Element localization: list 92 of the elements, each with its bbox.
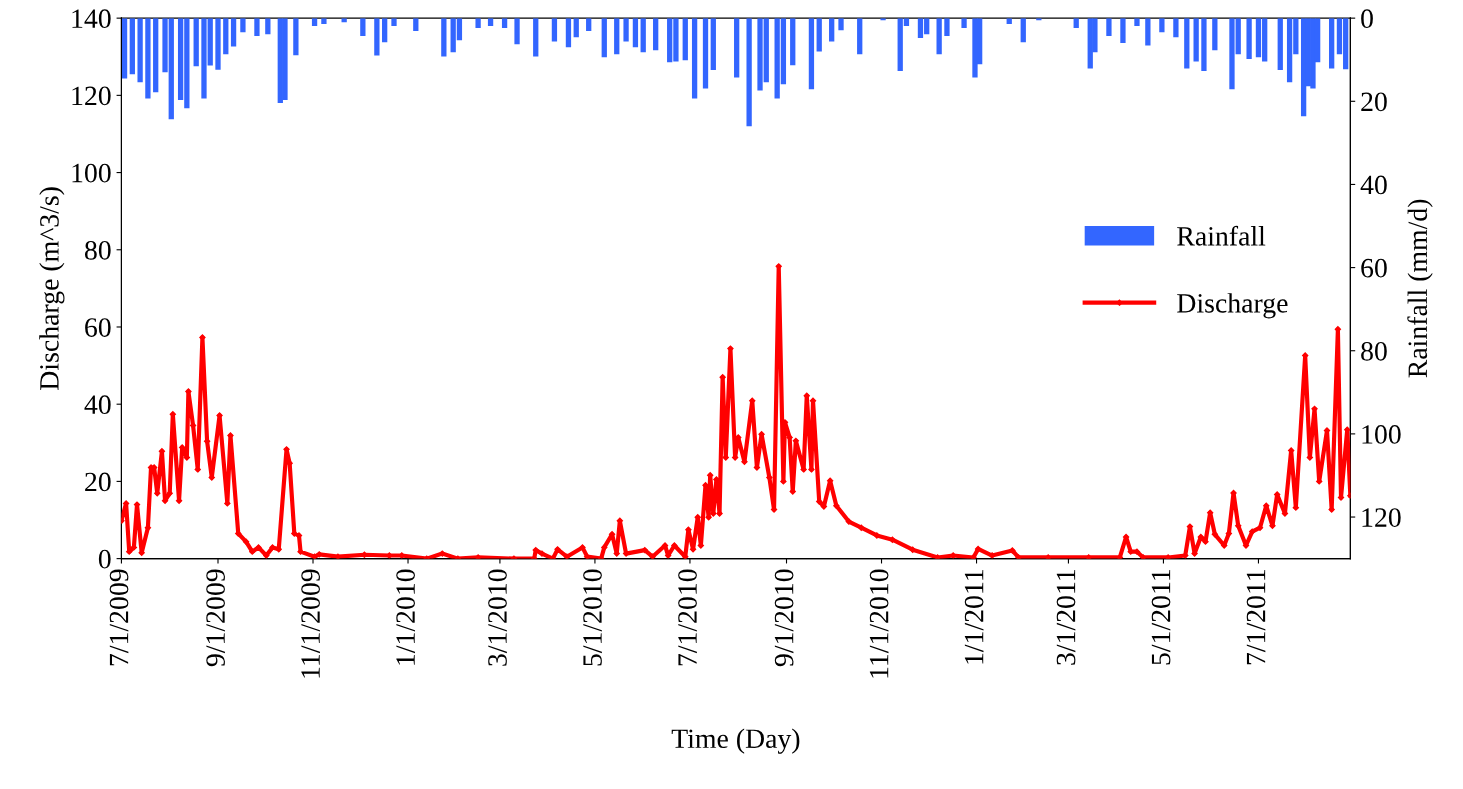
y2-axis-title: Rainfall (mm/d) bbox=[1407, 199, 1433, 378]
y-tick-label: 140 bbox=[72, 9, 111, 29]
bar bbox=[1193, 18, 1199, 62]
bar bbox=[254, 18, 260, 37]
bar bbox=[838, 18, 844, 31]
x-tick-label: 1/1/2010 bbox=[396, 569, 415, 665]
y-tick-label: 20 bbox=[85, 472, 111, 492]
bar bbox=[475, 18, 481, 29]
y-tick-label: 120 bbox=[72, 86, 111, 106]
bar bbox=[240, 18, 246, 33]
bar bbox=[374, 18, 380, 56]
y-tick-label: 100 bbox=[72, 163, 111, 183]
bar bbox=[129, 18, 135, 75]
y2-tick-label: 60 bbox=[1361, 258, 1387, 278]
y-tick-label: 0 bbox=[98, 549, 111, 569]
x-tick-label: 3/1/2011 bbox=[1056, 570, 1076, 665]
bar bbox=[514, 18, 520, 45]
bar bbox=[137, 18, 143, 83]
y-tick-label: 60 bbox=[85, 318, 111, 337]
y2-tick-label: 80 bbox=[1361, 341, 1387, 361]
bar bbox=[1159, 18, 1165, 33]
x-tick-label: 11/1/2010 bbox=[869, 569, 889, 678]
x-tick-label: 7/1/2009 bbox=[109, 569, 129, 666]
bar bbox=[734, 18, 740, 78]
bar bbox=[1134, 18, 1140, 27]
bar bbox=[936, 18, 942, 55]
bar bbox=[614, 18, 620, 55]
x-axis-title: Time (Day) bbox=[671, 728, 800, 754]
bar bbox=[1212, 18, 1218, 51]
bar bbox=[816, 18, 822, 52]
bar bbox=[321, 18, 327, 24]
x-tick-label: 9/1/2009 bbox=[206, 569, 225, 667]
bar bbox=[1020, 18, 1026, 43]
bar bbox=[746, 18, 752, 127]
bar bbox=[121, 18, 128, 79]
bar bbox=[1120, 18, 1126, 44]
x-tick-label: 3/1/2010 bbox=[488, 569, 507, 666]
y2-tick-label: 100 bbox=[1362, 425, 1401, 444]
bar bbox=[1300, 18, 1307, 117]
bar bbox=[857, 18, 863, 55]
bar bbox=[691, 18, 698, 99]
bar bbox=[153, 18, 159, 93]
y-tick-label: 40 bbox=[84, 395, 111, 415]
y-axis-title: Discharge (m^3/s) bbox=[39, 187, 65, 390]
x-tick-label: 7/1/2011 bbox=[1246, 570, 1266, 665]
bar bbox=[565, 18, 572, 48]
bar bbox=[391, 18, 397, 27]
x-tick-label: 7/1/2010 bbox=[678, 569, 697, 666]
bar bbox=[533, 18, 539, 57]
bar bbox=[623, 18, 629, 42]
bar bbox=[682, 18, 688, 61]
bar bbox=[193, 18, 199, 67]
legend-label: Rainfall bbox=[1177, 225, 1266, 246]
bar bbox=[382, 18, 388, 43]
x-tick-label: 11/1/2009 bbox=[301, 569, 320, 678]
bar bbox=[223, 18, 229, 55]
bar bbox=[1184, 18, 1190, 69]
bar bbox=[1201, 18, 1207, 71]
bar bbox=[230, 18, 237, 47]
bar bbox=[282, 18, 288, 101]
bar bbox=[702, 18, 709, 89]
bar bbox=[1173, 18, 1179, 38]
y2-tick-label: 20 bbox=[1361, 92, 1387, 112]
y2-tick-label: 0 bbox=[1361, 9, 1373, 29]
y2-tick-label: 40 bbox=[1360, 175, 1387, 195]
bar bbox=[1246, 18, 1252, 59]
bar bbox=[944, 18, 950, 37]
x-tick-label: 5/1/2011 bbox=[1151, 570, 1171, 665]
bar bbox=[1310, 18, 1316, 89]
bar bbox=[808, 18, 815, 90]
bar bbox=[632, 18, 639, 48]
bar bbox=[710, 18, 716, 71]
bar bbox=[1106, 18, 1112, 37]
bar bbox=[790, 18, 796, 66]
bar bbox=[1145, 18, 1151, 46]
bar bbox=[1329, 18, 1335, 69]
x-tick-label: 9/1/2010 bbox=[774, 569, 794, 667]
bar bbox=[653, 18, 659, 51]
bar bbox=[961, 18, 967, 29]
x-tick-label: 5/1/2010 bbox=[583, 569, 602, 666]
bar bbox=[215, 18, 221, 70]
legend-label: Discharge bbox=[1177, 293, 1288, 319]
bar bbox=[972, 18, 978, 78]
bar bbox=[293, 18, 299, 56]
bar bbox=[601, 18, 607, 58]
bar bbox=[1277, 18, 1283, 71]
bar bbox=[145, 18, 151, 99]
y2-tick-label: 120 bbox=[1362, 508, 1401, 527]
y-tick-label: 80 bbox=[84, 240, 111, 260]
x-tick-label: 1/1/2011 bbox=[964, 570, 984, 664]
bar bbox=[441, 18, 447, 57]
bar bbox=[640, 18, 646, 53]
